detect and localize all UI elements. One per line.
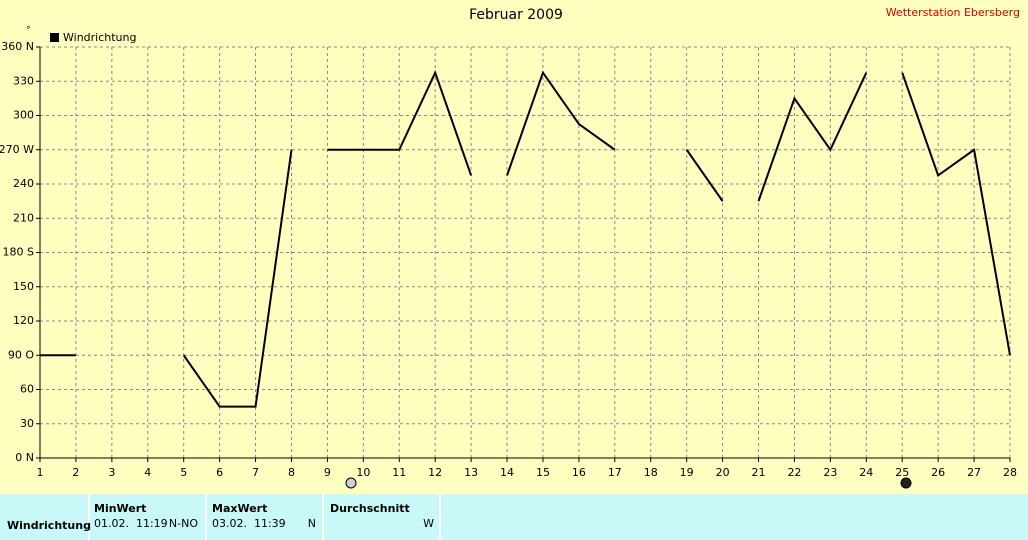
x-tick-label: 22 xyxy=(787,466,801,479)
cell: N xyxy=(308,517,316,530)
y-unit: ° xyxy=(26,26,31,36)
x-tick-label: 8 xyxy=(288,466,295,479)
table-background xyxy=(0,494,1028,540)
x-tick-label: 3 xyxy=(108,466,115,479)
table-header: Durchschnitt xyxy=(330,502,410,515)
y-tick-label: 210 xyxy=(13,211,34,224)
x-tick-label: 16 xyxy=(572,466,586,479)
x-tick-label: 25 xyxy=(895,466,909,479)
y-tick-label: 270 W xyxy=(0,143,34,156)
y-tick-label: 150 xyxy=(13,280,34,293)
x-tick-label: 4 xyxy=(144,466,151,479)
row-label: Windrichtung xyxy=(7,519,91,532)
x-tick-label: 15 xyxy=(536,466,550,479)
y-tick-label: 120 xyxy=(13,314,34,327)
y-tick-label: 360 N xyxy=(1,40,34,53)
x-tick-label: 13 xyxy=(464,466,478,479)
y-tick-label: 240 xyxy=(13,177,34,190)
y-tick-label: 30 xyxy=(20,417,34,430)
table-header: MaxWert xyxy=(212,502,267,515)
legend-label: Windrichtung xyxy=(63,31,136,44)
y-tick-label: 300 xyxy=(13,109,34,122)
x-tick-label: 10 xyxy=(356,466,370,479)
cell: 03.02. 11:39 xyxy=(212,517,286,530)
data-line xyxy=(40,70,1011,408)
x-tick-label: 14 xyxy=(500,466,514,479)
chart-background xyxy=(0,0,1028,494)
y-tick-label: 180 S xyxy=(3,246,34,259)
x-tick-label: 26 xyxy=(931,466,945,479)
x-tick-label: 20 xyxy=(716,466,730,479)
x-tick-label: 9 xyxy=(324,466,331,479)
cell: 01.02. 11:19 xyxy=(94,517,168,530)
moon-icon xyxy=(345,477,357,489)
moon-icon xyxy=(900,477,912,489)
legend-swatch xyxy=(50,33,59,42)
x-tick-label: 19 xyxy=(680,466,694,479)
x-tick-label: 24 xyxy=(859,466,873,479)
x-tick-label: 21 xyxy=(752,466,766,479)
y-tick-label: 90 O xyxy=(8,348,34,361)
x-tick-label: 28 xyxy=(1003,466,1017,479)
y-tick-label: 0 N xyxy=(15,451,34,464)
x-tick-label: 18 xyxy=(644,466,658,479)
x-tick-label: 27 xyxy=(967,466,981,479)
x-tick-label: 17 xyxy=(608,466,622,479)
y-tick-label: 330 xyxy=(13,74,34,87)
chart-title: Februar 2009 xyxy=(469,7,563,23)
station-name: Wetterstation Ebersberg xyxy=(886,6,1020,19)
x-tick-label: 1 xyxy=(37,466,44,479)
x-tick-label: 7 xyxy=(252,466,259,479)
cell: N-NO xyxy=(169,517,198,530)
x-tick-label: 2 xyxy=(72,466,79,479)
table-header: MinWert xyxy=(94,502,146,515)
y-tick-label: 60 xyxy=(20,383,34,396)
x-tick-label: 5 xyxy=(180,466,187,479)
x-tick-label: 12 xyxy=(428,466,442,479)
x-tick-label: 6 xyxy=(216,466,223,479)
x-tick-label: 11 xyxy=(392,466,406,479)
x-tick-label: 23 xyxy=(823,466,837,479)
cell: W xyxy=(423,517,434,530)
summary-table: MinWert MaxWert Durchschnitt Windrichtun… xyxy=(0,494,1028,540)
